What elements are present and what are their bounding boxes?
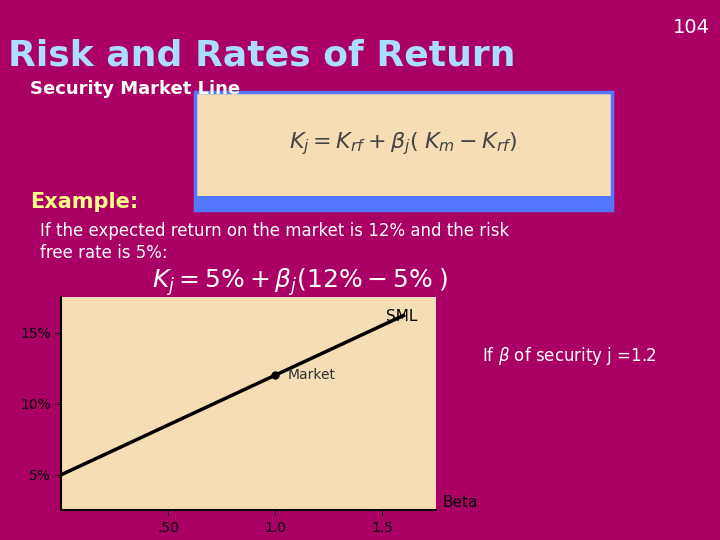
Bar <box>195 92 612 210</box>
Text: $K_j  = 5\% + \beta_j (12\% - 5\%\; )$: $K_j = 5\% + \beta_j (12\% - 5\%\; )$ <box>152 266 449 298</box>
Text: If the expected return on the market is 12% and the risk: If the expected return on the market is … <box>40 222 509 240</box>
Text: If $\beta$ of security j =1.2: If $\beta$ of security j =1.2 <box>482 345 657 367</box>
Bar <box>195 196 612 210</box>
Text: 104: 104 <box>673 18 710 37</box>
Text: Example:: Example: <box>30 192 138 212</box>
Text: SML: SML <box>387 309 418 324</box>
Text: free rate is 5%:: free rate is 5%: <box>40 244 168 262</box>
Text: Market: Market <box>288 368 336 382</box>
Text: Beta: Beta <box>442 495 477 510</box>
Text: Risk and Rates of Return: Risk and Rates of Return <box>8 38 516 72</box>
Text: $K_j  =  K_{rf} + \beta_j( \; K_m - K_{rf} )$: $K_j = K_{rf} + \beta_j( \; K_m - K_{rf}… <box>289 131 518 157</box>
Text: Security Market Line: Security Market Line <box>30 80 240 98</box>
